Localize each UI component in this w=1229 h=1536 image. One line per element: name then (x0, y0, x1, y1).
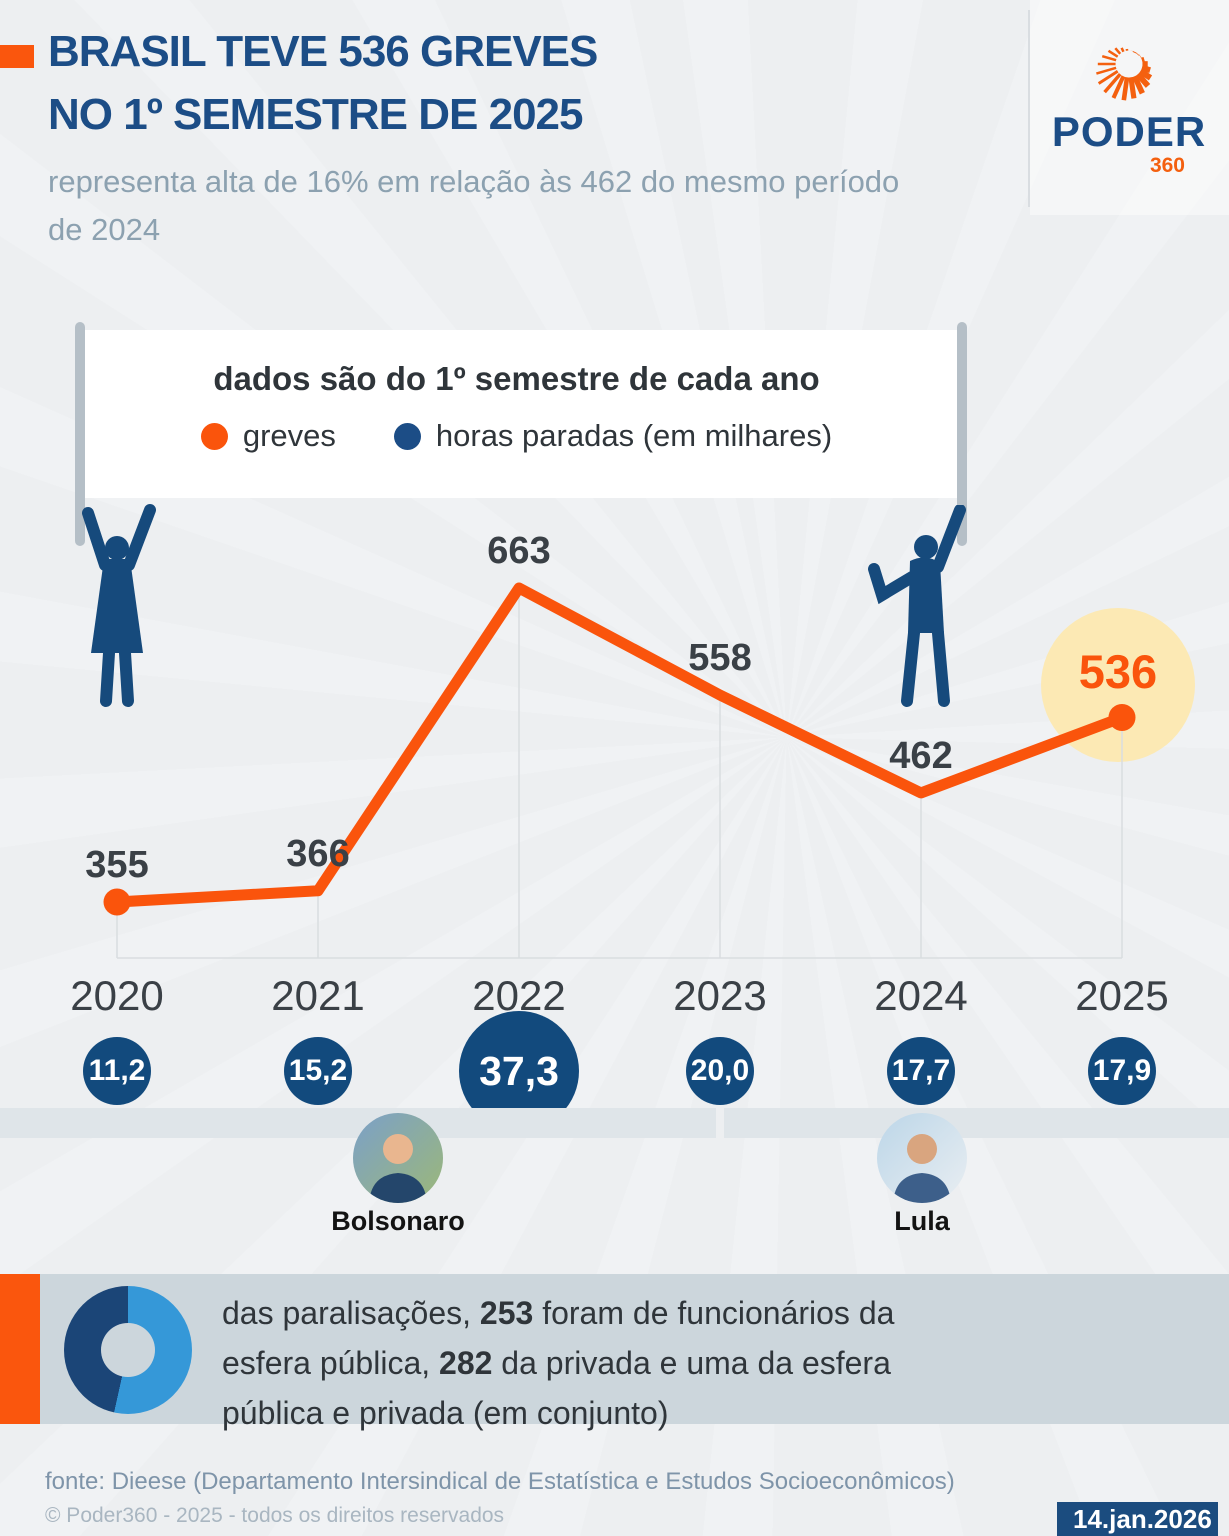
banner-pole-right (957, 322, 967, 546)
data-point-dot (103, 888, 131, 916)
protester-woman-figure (82, 504, 156, 707)
poder360-logo: PODER 360 (1029, 16, 1229, 178)
chart-legend: greves horas paradas (em milhares) (75, 418, 958, 454)
hours-bubble-2025: 17,9 (1088, 1037, 1156, 1105)
year-label-2025: 2025 (1075, 972, 1169, 1019)
value-label: 355 (85, 844, 148, 886)
lula-label: Lula (894, 1206, 950, 1236)
banner-pole-left (75, 322, 85, 546)
lula-photo (877, 1113, 967, 1203)
donut-chart-icon (64, 1286, 192, 1414)
logo-360: 360 (1149, 154, 1185, 177)
strikes-line-chart: 355 366 663 558 462 536 (85, 530, 1195, 959)
logo-wordmark: PODER (1051, 108, 1207, 155)
legend-dot (200, 422, 228, 450)
header-divider (1028, 10, 1030, 207)
protester-man-figure (868, 505, 966, 707)
timeline-band-lula (724, 1108, 1229, 1138)
page-title-line1: BRASIL TEVE 536 GREVES (48, 27, 598, 76)
hours-bubble-2023: 20,0 (686, 1037, 754, 1105)
value-label: 558 (688, 637, 751, 679)
legend-item-greves: greves (200, 418, 336, 454)
bolsonaro-label: Bolsonaro (331, 1206, 465, 1236)
copyright-note: © Poder360 - 2025 - todos os direitos re… (45, 1504, 505, 1527)
legend-label: horas paradas (em milhares) (435, 418, 833, 453)
data-point-dot (1108, 703, 1136, 731)
value-label: 366 (286, 833, 349, 875)
value-label: 663 (487, 530, 550, 572)
timeline-band-bolsonaro (0, 1108, 716, 1138)
legend-label: greves (242, 418, 336, 453)
year-label-2021: 2021 (271, 972, 365, 1019)
page-subtitle-line2: de 2024 (48, 212, 161, 247)
logo-column (1030, 0, 1229, 215)
year-label-2024: 2024 (874, 972, 968, 1019)
summary-band: das paralisações, 253 foram de funcionár… (0, 1274, 1229, 1431)
banner-heading: dados são do 1º semestre de cada ano (213, 360, 820, 397)
value-label: 536 (1079, 645, 1157, 698)
highlight-halo (1041, 608, 1195, 762)
legend-banner: dados são do 1º semestre de cada ano gre… (75, 330, 958, 498)
bolsonaro-photo (353, 1113, 443, 1203)
page-subtitle: representa alta de 16% em relação às 462… (48, 158, 899, 254)
page-title-line2: NO 1º SEMESTRE DE 2025 (48, 90, 584, 139)
date-badge: 14.jan.2026 (1057, 1502, 1218, 1536)
source-note: fonte: Dieese (Departamento Intersindica… (45, 1468, 955, 1495)
year-label-2023: 2023 (673, 972, 767, 1019)
value-label: 462 (889, 735, 952, 777)
greves-line (111, 582, 1128, 908)
page-title: BRASIL TEVE 536 GREVES NO 1º SEMESTRE DE… (48, 20, 598, 146)
summary-text: das paralisações, 253 foram de funcionár… (222, 1295, 895, 1431)
page-subtitle-line1: representa alta de 16% em relação às 462… (48, 164, 900, 199)
hours-bubble-2020: 11,2 (83, 1037, 151, 1105)
hours-bubble-2024: 17,7 (887, 1037, 955, 1105)
legend-dot (393, 422, 421, 450)
summary-accent-bar (0, 1274, 40, 1424)
poder360-sunburst-icon (1096, 47, 1153, 101)
legend-item-horas: horas paradas (em milhares) (393, 418, 833, 454)
hours-bubble-2021: 15,2 (284, 1037, 352, 1105)
title-accent-bar (0, 45, 34, 68)
year-label-2020: 2020 (70, 972, 164, 1019)
